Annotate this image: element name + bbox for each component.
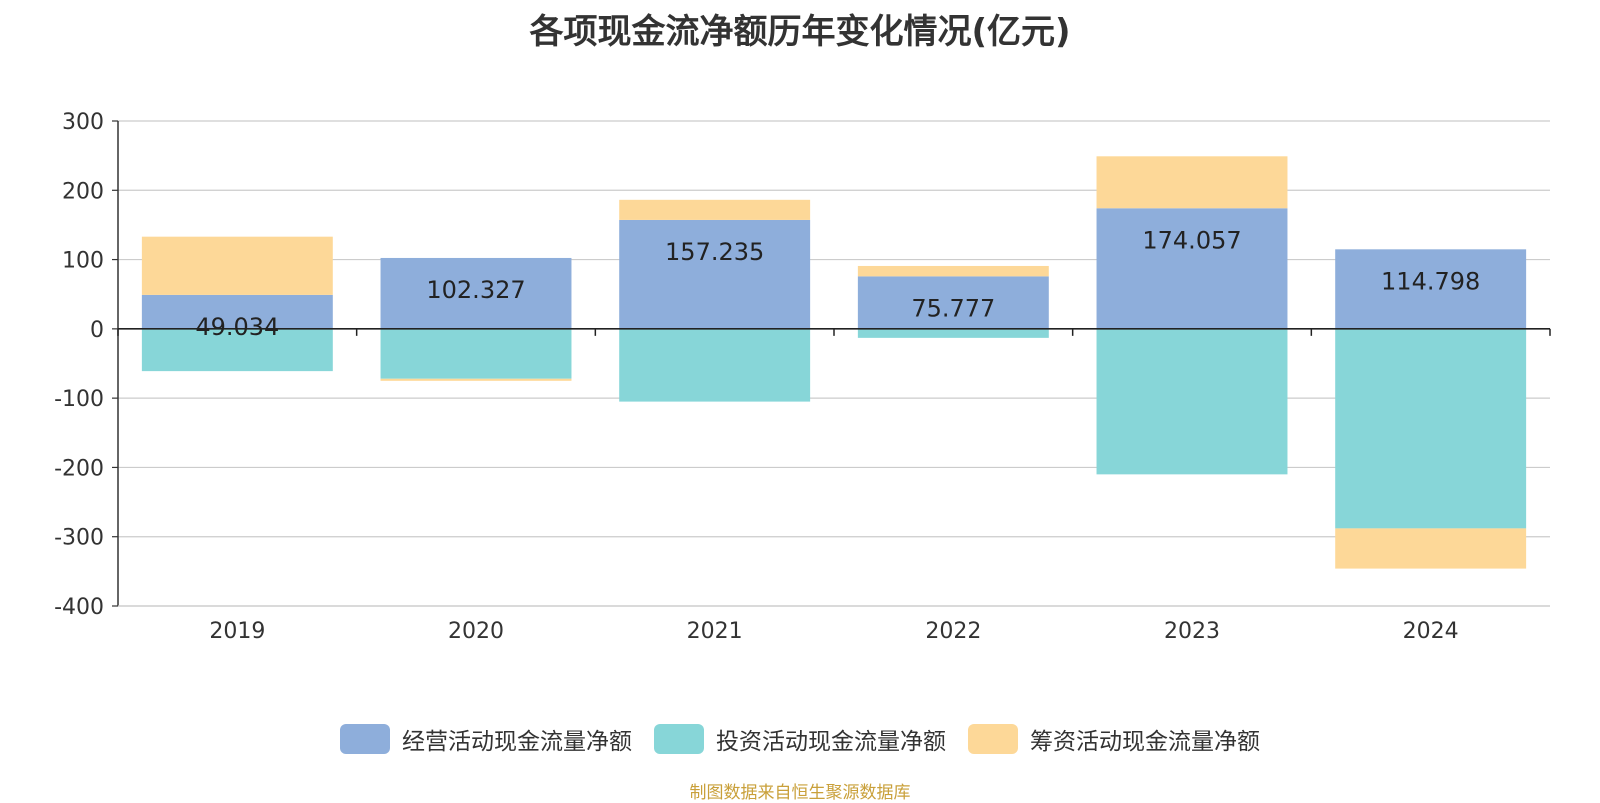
x-tick-label: 2024 [1403,619,1459,644]
data-label: 49.034 [195,313,279,341]
bar-financing [1335,528,1527,569]
bar-investing [619,328,811,402]
x-tick-label: 2021 [687,619,743,644]
bar-investing [380,328,572,379]
x-tick-label: 2019 [209,619,265,644]
bar-financing [1096,156,1288,209]
data-label: 102.327 [426,276,525,304]
bar-operating [141,294,333,329]
y-tick-label: -200 [54,456,104,481]
legend-swatch-operating [340,724,390,754]
y-tick-label: 200 [62,179,104,204]
chart-title: 各项现金流净额历年变化情况(亿元) [529,12,1071,52]
x-tick-label: 2023 [1164,619,1220,644]
legend-label-operating: 经营活动现金流量净额 [402,729,632,755]
legend-label-financing: 筹资活动现金流量净额 [1030,729,1260,755]
legend: 经营活动现金流量净额 投资活动现金流量净额 筹资活动现金流量净额 [0,722,1600,756]
bar-operating [619,219,811,329]
bar-investing [1335,328,1527,529]
y-tick-label: 300 [62,110,104,135]
legend-item-financing[interactable]: 筹资活动现金流量净额 [968,722,1260,756]
bar-financing [141,236,333,295]
bar-investing [141,328,333,372]
data-label: 114.798 [1381,267,1480,295]
data-label: 174.057 [1142,226,1241,254]
y-tick-label: 100 [62,249,104,274]
y-tick-label: 0 [90,318,104,343]
data-label: 157.235 [665,238,764,266]
legend-label-investing: 投资活动现金流量净额 [716,729,946,755]
legend-item-investing[interactable]: 投资活动现金流量净额 [654,722,946,756]
bar-operating [1096,208,1288,329]
bar-operating [857,276,1049,329]
y-tick-label: -300 [54,526,104,551]
y-tick-label: -100 [54,387,104,412]
bar-financing [857,265,1049,277]
bar-financing [380,378,572,381]
bar-investing [1096,328,1288,475]
bar-financing [619,199,811,220]
bar-operating [380,257,572,329]
bar-operating [1335,249,1527,329]
y-tick-label: -400 [54,595,104,620]
data-label: 75.777 [911,294,995,322]
x-tick-label: 2022 [925,619,981,644]
legend-item-operating[interactable]: 经营活动现金流量净额 [340,722,632,756]
bar-investing [857,328,1049,338]
legend-swatch-financing [968,724,1018,754]
data-source-note: 制图数据来自恒生聚源数据库 [689,783,911,803]
legend-swatch-investing [654,724,704,754]
x-tick-label: 2020 [448,619,504,644]
